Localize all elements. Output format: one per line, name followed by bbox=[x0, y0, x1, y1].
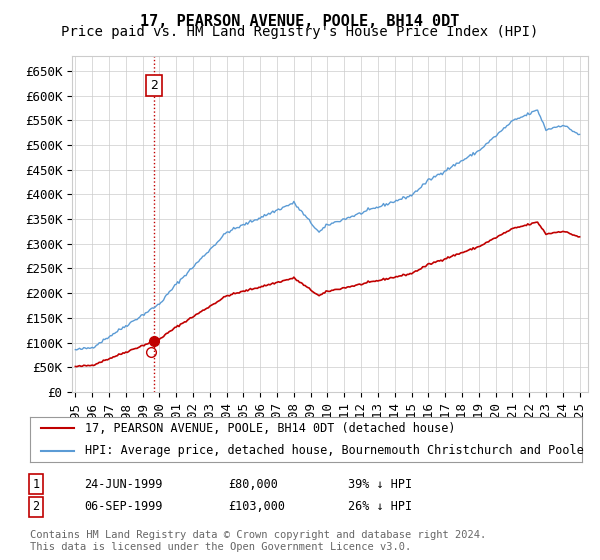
Text: 2: 2 bbox=[150, 79, 158, 92]
Text: 17, PEARSON AVENUE, POOLE, BH14 0DT: 17, PEARSON AVENUE, POOLE, BH14 0DT bbox=[140, 14, 460, 29]
Text: HPI: Average price, detached house, Bournemouth Christchurch and Poole: HPI: Average price, detached house, Bour… bbox=[85, 444, 584, 458]
Text: £103,000: £103,000 bbox=[228, 500, 285, 514]
Text: 39% ↓ HPI: 39% ↓ HPI bbox=[348, 478, 412, 491]
Text: 26% ↓ HPI: 26% ↓ HPI bbox=[348, 500, 412, 514]
Text: £80,000: £80,000 bbox=[228, 478, 278, 491]
Text: 2: 2 bbox=[32, 500, 40, 514]
Text: Price paid vs. HM Land Registry's House Price Index (HPI): Price paid vs. HM Land Registry's House … bbox=[61, 25, 539, 39]
Text: 17, PEARSON AVENUE, POOLE, BH14 0DT (detached house): 17, PEARSON AVENUE, POOLE, BH14 0DT (det… bbox=[85, 422, 456, 435]
Text: 24-JUN-1999: 24-JUN-1999 bbox=[84, 478, 163, 491]
Text: 06-SEP-1999: 06-SEP-1999 bbox=[84, 500, 163, 514]
Text: Contains HM Land Registry data © Crown copyright and database right 2024.
This d: Contains HM Land Registry data © Crown c… bbox=[30, 530, 486, 552]
Text: 1: 1 bbox=[32, 478, 40, 491]
